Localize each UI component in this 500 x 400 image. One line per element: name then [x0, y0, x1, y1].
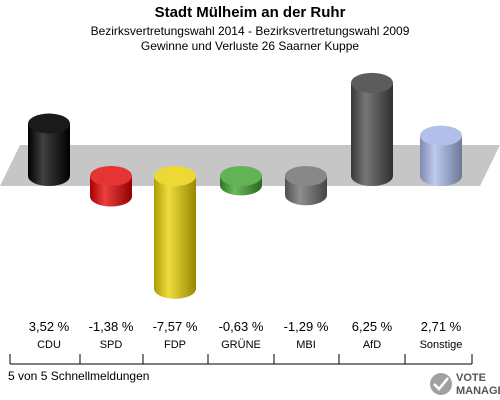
chart-subtitle-2: Gewinne und Verluste 26 Saarner Kuppe	[141, 39, 359, 53]
bar-sonstige	[420, 125, 462, 186]
bar-spd	[90, 166, 132, 207]
value-labels: 3,52 % -1,38 % -7,57 % -0,63 % -1,29 % 6,25 %…	[29, 319, 462, 334]
value-label: 3,52 %	[29, 319, 70, 334]
bars	[28, 72, 462, 299]
bar-cap	[420, 125, 462, 146]
bar-body	[351, 82, 393, 186]
bar-afd	[351, 72, 393, 186]
logo-text-manager: MANAGER	[456, 385, 500, 397]
value-label: -7,57 %	[153, 319, 198, 334]
value-label: -1,29 %	[284, 319, 329, 334]
value-label: 6,25 %	[352, 319, 393, 334]
bar-cap	[90, 166, 132, 186]
logo-text-vote: VOTE	[456, 372, 486, 384]
category-label: Sonstige	[420, 339, 463, 351]
bar-cap	[220, 166, 262, 186]
category-axis: CDU SPD FDP GRÜNE MBI AfD Sonstige	[9, 339, 473, 365]
value-label: -1,38 %	[89, 319, 134, 334]
category-label: CDU	[37, 339, 61, 351]
status-text: 5 von 5 Schnellmeldungen	[8, 369, 149, 383]
bar-body	[154, 176, 196, 299]
bar-fdp	[154, 166, 196, 299]
bar-cdu	[28, 113, 70, 186]
bar-grüne	[220, 166, 262, 196]
value-label: 2,71 %	[421, 319, 462, 334]
bar-body	[420, 135, 462, 186]
category-label: AfD	[363, 339, 381, 351]
chart-title: Stadt Mülheim an der Ruhr	[155, 4, 346, 21]
category-label: SPD	[100, 339, 123, 351]
value-label: -0,63 %	[219, 319, 264, 334]
bar-mbi	[285, 166, 327, 206]
category-label: FDP	[164, 339, 186, 351]
bar-cap	[154, 166, 196, 186]
category-label: GRÜNE	[221, 339, 261, 351]
votemanager-logo: VOTE MANAGER	[430, 372, 500, 397]
checkmark-icon	[430, 373, 452, 395]
bar-body	[28, 123, 70, 186]
chart-subtitle-1: Bezirksvertretungswahl 2014 - Bezirksver…	[91, 24, 410, 38]
bar-cap	[28, 113, 70, 134]
bar-cap	[285, 166, 327, 186]
category-label: MBI	[296, 339, 316, 351]
bar-cap	[351, 72, 393, 93]
